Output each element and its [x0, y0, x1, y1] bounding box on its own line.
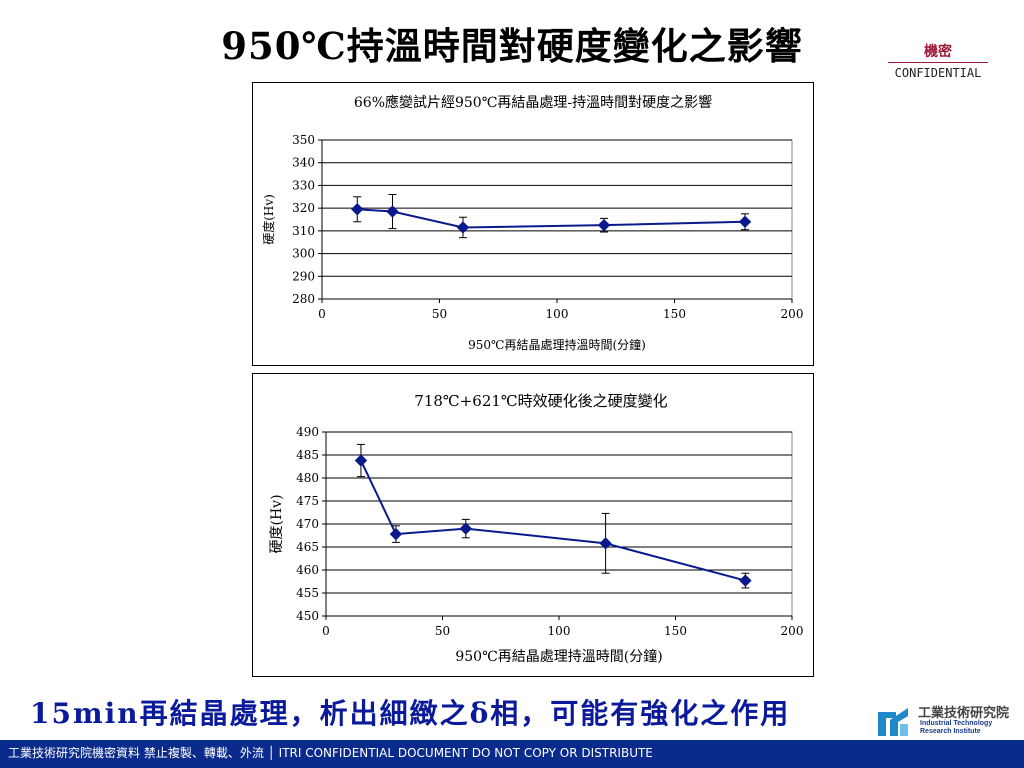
y-tick-label: 460	[296, 563, 319, 577]
itri-logo-mark-icon	[878, 708, 908, 736]
y-tick-label: 300	[292, 247, 315, 261]
slide-title: 950℃持溫時間對硬度變化之影響	[221, 24, 803, 68]
conclusion-text: 15min再結晶處理，析出細緻之δ相，可能有強化之作用	[30, 697, 791, 730]
y-tick-label: 465	[296, 540, 319, 554]
x-tick-label: 50	[435, 624, 450, 638]
y-tick-label: 480	[296, 471, 319, 485]
logo-text-en: Industrial Technology Research Institute	[920, 720, 993, 735]
y-tick-label: 485	[296, 448, 319, 462]
y-axis-label: 硬度(Hv)	[269, 494, 285, 553]
chart-hardness-vs-hold-time: 66%應變試片經950℃再結晶處理-持溫時間對硬度之影響 280 290 300 310…	[261, 94, 804, 352]
x-tick-label: 150	[663, 307, 686, 321]
data-point-marker	[354, 454, 368, 467]
data-point-marker	[456, 221, 470, 234]
plot-area	[321, 139, 793, 300]
confidential-divider	[888, 62, 988, 63]
x-tick-label: 150	[664, 624, 687, 638]
x-tick-label: 100	[546, 307, 569, 321]
chart-title: 718℃+621℃時效硬化後之硬度變化	[414, 392, 667, 410]
x-axis-label: 950℃再結晶處理持溫時間(分鐘)	[468, 337, 646, 352]
x-tick-label: 50	[432, 307, 447, 321]
data-point-marker	[597, 218, 611, 232]
y-tick-label: 320	[292, 201, 315, 215]
y-tick-label: 350	[292, 133, 315, 147]
y-axis-label: 硬度(Hv)	[261, 194, 276, 245]
y-tick-label: 450	[296, 609, 319, 623]
y-tick-label: 290	[292, 269, 315, 283]
confidential-label: 機密 CONFIDENTIAL	[888, 44, 988, 80]
y-tick-label: 330	[292, 178, 315, 192]
x-tick-label: 200	[781, 624, 804, 638]
x-tick-label: 0	[318, 307, 326, 321]
x-tick-label: 0	[322, 624, 330, 638]
confidential-en: CONFIDENTIAL	[894, 66, 982, 80]
footer-bar: 工業技術研究院機密資料 禁止複製、轉載、外流 │ ITRI CONFIDENTI…	[0, 740, 1024, 768]
confidential-cn: 機密	[924, 44, 952, 60]
itri-logo: 工業技術研究院 Industrial Technology Research I…	[874, 702, 1024, 740]
data-point-marker	[386, 205, 399, 218]
y-tick-label: 310	[292, 224, 315, 238]
data-point-marker	[738, 215, 752, 228]
x-tick-label: 200	[781, 307, 804, 321]
data-point-marker	[459, 522, 473, 535]
chart-aged-hardness: 718℃+621℃時效硬化後之硬度變化 450 455 460 465 470 475 480…	[269, 392, 804, 665]
y-tick-label: 340	[292, 156, 315, 170]
y-tick-label: 280	[292, 292, 315, 306]
x-axis-label: 950℃再結晶處理持溫時間(分鐘)	[455, 648, 662, 665]
data-point-marker	[351, 203, 364, 216]
footer-text: 工業技術研究院機密資料 禁止複製、轉載、外流 │ ITRI CONFIDENTI…	[8, 746, 653, 760]
chart-panel-hardness-vs-hold-time: 66%應變試片經950℃再結晶處理-持溫時間對硬度之影響 280 290 300 310…	[252, 82, 814, 366]
x-tick-label: 100	[548, 624, 571, 638]
y-tick-label: 490	[296, 425, 319, 439]
chart-panel-aged-hardness: 718℃+621℃時效硬化後之硬度變化 450 455 460 465 470 475 480…	[252, 373, 814, 677]
chart-title: 66%應變試片經950℃再結晶處理-持溫時間對硬度之影響	[354, 94, 712, 111]
y-tick-label: 475	[296, 494, 319, 508]
y-tick-label: 470	[296, 517, 319, 531]
y-tick-label: 455	[296, 586, 319, 600]
data-point-marker	[599, 537, 612, 550]
data-point-marker	[389, 527, 403, 541]
logo-text-cn: 工業技術研究院	[918, 706, 1010, 721]
data-point-marker	[739, 574, 752, 587]
